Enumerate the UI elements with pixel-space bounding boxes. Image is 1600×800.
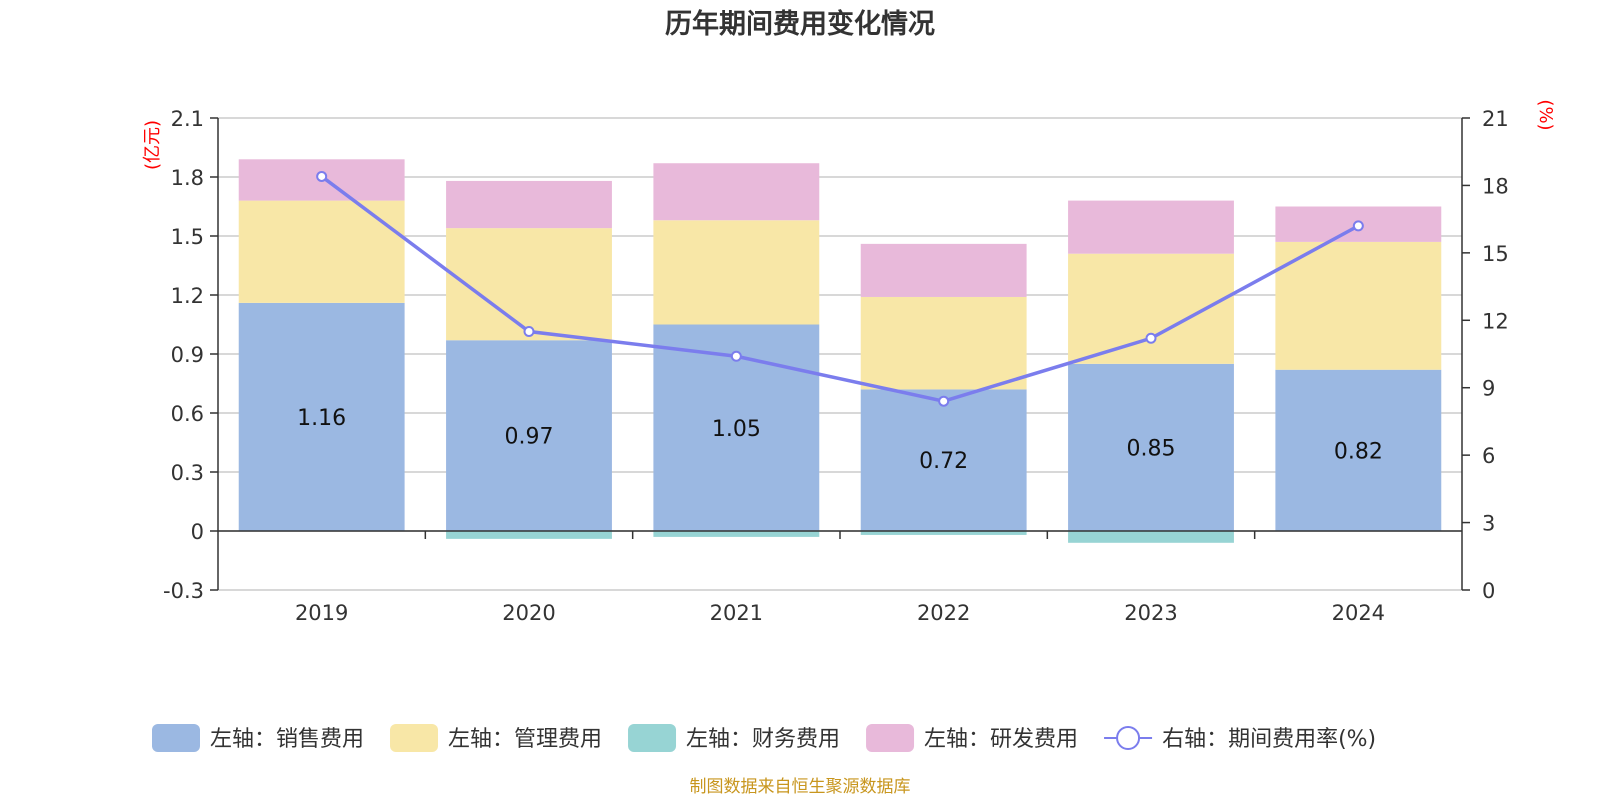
right-tick-label: 12: [1482, 309, 1509, 333]
category-label: 2020: [502, 601, 555, 625]
left-tick-label: 0.6: [171, 402, 204, 426]
bar-segment: [446, 340, 612, 531]
legend-swatch: [866, 724, 915, 752]
category-label: 2023: [1124, 601, 1177, 625]
right-tick-label: 6: [1482, 444, 1495, 468]
rate-point: [938, 395, 950, 407]
bar-value-label: 1.05: [712, 417, 761, 442]
bar-segment: [446, 228, 612, 341]
bar-value-label: 0.85: [1127, 436, 1176, 461]
bar-value-label: 0.82: [1334, 439, 1383, 464]
legend-marker: [1116, 726, 1141, 750]
legend: 左轴：销售费用 左轴：管理费用 左轴：财务费用 左轴：研发费用 右轴：期间费用率(%): [152, 724, 1376, 752]
bar-segment: [1068, 531, 1234, 543]
rate-line-path: [320, 175, 1360, 404]
left-tick-label: 1.2: [171, 284, 204, 308]
category-label: 2022: [917, 601, 970, 625]
legend-label: 左轴：管理费用: [448, 727, 602, 752]
right-tick-label: 3: [1482, 512, 1495, 536]
bar-segment: [1068, 363, 1234, 531]
bar-segment: [860, 389, 1027, 531]
bar-labels: 1.16 0.97 1.05 0.72 0.85 0.82: [297, 406, 1383, 474]
bar-segment: [653, 531, 820, 537]
left-axis-unit: (亿元): [142, 120, 163, 170]
rate-point: [1352, 220, 1364, 232]
rate-point: [523, 326, 535, 338]
legend-swatch: [390, 724, 439, 752]
bar-segment: [446, 531, 612, 539]
left-tick-label: 0.3: [171, 461, 204, 485]
bar-segment: [446, 180, 612, 229]
bar-value-label: 0.97: [505, 425, 554, 450]
bar-segment: [1275, 369, 1442, 531]
legend-label: 左轴：销售费用: [210, 727, 364, 752]
bar-segment: [860, 531, 1027, 535]
left-tick-label: 0: [191, 520, 204, 544]
right-tick-label: 18: [1482, 174, 1509, 198]
bar-segment: [860, 296, 1027, 390]
bar-segment: [1068, 200, 1234, 254]
rate-point: [316, 170, 328, 182]
legend-label: 左轴：财务费用: [686, 727, 840, 752]
bar-value-label: 1.16: [297, 406, 346, 431]
axes: -0.3 0 0.3 0.6 0.9 1.2 1.5 1.8 2.1 0 3 6 9 12 15 18 21 20…: [163, 107, 1509, 625]
bar-segment: [238, 200, 405, 303]
right-tick-label: 0: [1482, 579, 1495, 603]
legend-label: 右轴：期间费用率(%): [1162, 727, 1376, 752]
rate-point: [730, 350, 742, 362]
category-label: 2024: [1332, 601, 1385, 625]
legend-label: 左轴：研发费用: [924, 727, 1078, 752]
rate-point: [1145, 332, 1157, 344]
bar-segment: [238, 302, 405, 531]
legend-swatch: [628, 724, 677, 752]
right-tick-label: 21: [1482, 107, 1509, 131]
left-tick-label: 2.1: [171, 107, 204, 131]
left-tick-label: 0.9: [171, 343, 204, 367]
left-tick-label: 1.8: [171, 166, 204, 190]
bar-segment: [653, 163, 820, 221]
bar-value-label: 0.72: [919, 449, 968, 474]
category-label: 2021: [710, 601, 763, 625]
right-tick-label: 9: [1482, 377, 1495, 401]
bar-segment: [1275, 241, 1442, 370]
category-label: 2019: [295, 601, 348, 625]
bars: [238, 159, 1442, 543]
left-tick-label: -0.3: [163, 579, 204, 603]
left-tick-label: 1.5: [171, 225, 204, 249]
right-tick-label: 15: [1482, 242, 1509, 266]
bar-segment: [653, 220, 820, 325]
bar-segment: [860, 243, 1027, 297]
source-note: 制图数据来自恒生聚源数据库: [690, 777, 911, 797]
chart-title: 历年期间费用变化情况: [665, 8, 935, 40]
right-axis-unit: (%): [1535, 99, 1556, 130]
legend-swatch: [152, 724, 200, 752]
rate-line: [316, 170, 1364, 407]
